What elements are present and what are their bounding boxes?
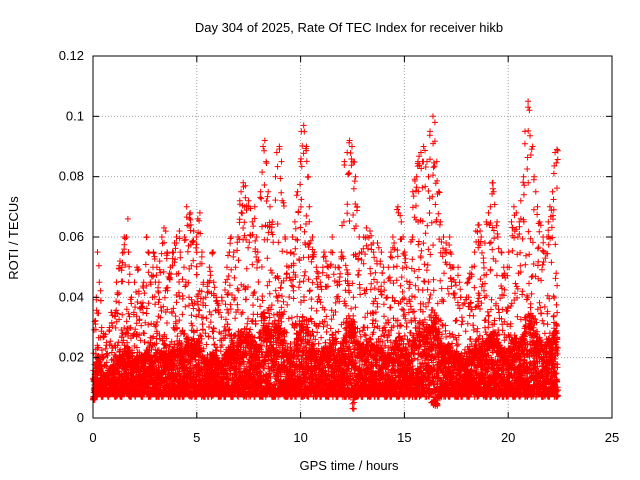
x-tick-label: 10 xyxy=(293,430,307,445)
y-tick-label: 0.06 xyxy=(59,229,84,244)
x-tick-label: 0 xyxy=(89,430,96,445)
axis-ticks: 0 0.02 0.04 0.06 0.08 0.1 0.12 0 5 10 15 20 25 xyxy=(59,48,620,445)
x-tick-label: 25 xyxy=(605,430,619,445)
y-tick-label: 0.04 xyxy=(59,289,84,304)
y-tick-label: 0.1 xyxy=(66,108,84,123)
y-tick-label: 0.08 xyxy=(59,169,84,184)
x-tick-label: 20 xyxy=(501,430,515,445)
x-tick-label: 5 xyxy=(193,430,200,445)
data-points xyxy=(90,98,561,412)
roti-point-cloud xyxy=(90,98,561,412)
plot-frame xyxy=(92,55,613,419)
y-axis-label: ROTI / TECUs xyxy=(6,196,21,280)
y-tick-label: 0.12 xyxy=(59,48,84,63)
y-tick-label: 0.02 xyxy=(59,350,84,365)
y-tick-label: 0 xyxy=(77,410,84,425)
chart-title: Day 304 of 2025, Rate Of TEC Index for r… xyxy=(195,20,503,35)
x-axis-label: GPS time / hours xyxy=(300,458,399,473)
x-tick-label: 15 xyxy=(397,430,411,445)
